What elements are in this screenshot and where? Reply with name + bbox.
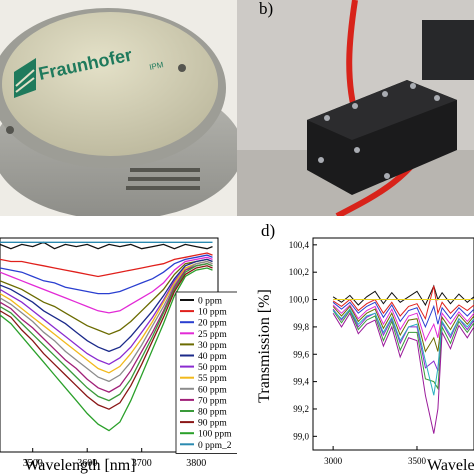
series-line xyxy=(0,263,213,402)
series-line xyxy=(0,260,213,374)
x-axis-label: Wavelength xyxy=(427,457,474,474)
y-tick-label: 100,4 xyxy=(289,240,310,250)
chart-d-svg: d) 100,4 100,2 100,0 99,8 99,6 99,4 99,2 99,0 30… xyxy=(256,221,474,474)
screw-icon xyxy=(6,126,14,134)
legend-entry: 80 ppm xyxy=(198,408,227,418)
block-screws xyxy=(318,83,440,179)
device-photo-drawing: Fraunhofer IPM xyxy=(0,0,237,216)
series-line xyxy=(332,312,474,434)
series-line xyxy=(332,308,474,371)
panel-label-b: b) xyxy=(259,0,273,18)
series-line xyxy=(0,267,213,432)
legend-entry: 10 ppm xyxy=(198,308,227,318)
sensor-block-back xyxy=(422,20,474,80)
panel-label-d: d) xyxy=(261,221,275,240)
y-tick-label: 99,2 xyxy=(293,404,309,414)
chart-spectra-concentration: 3500 3600 3700 3800 0 ppm 10 ppm 20 ppm 25 ppm… xyxy=(0,216,237,474)
x-tick-label: 3600 xyxy=(77,458,97,469)
cell-photo-drawing: b) xyxy=(237,0,474,216)
x-tick-label: 3700 xyxy=(132,458,152,469)
series-line xyxy=(332,301,474,329)
y-tick-label: 99,0 xyxy=(293,431,309,441)
photo-measurement-cell: b) xyxy=(237,0,474,216)
x-tick-label: 3000 xyxy=(324,456,343,466)
series-line xyxy=(332,308,474,396)
x-tick-label: 3800 xyxy=(186,458,206,469)
series-line xyxy=(0,265,213,410)
shell-vent-slots xyxy=(126,168,200,190)
plot-frame xyxy=(312,237,474,451)
series-line xyxy=(332,305,474,353)
y-tick-label: 99,8 xyxy=(293,322,309,332)
legend-entry: 0 ppm xyxy=(198,297,223,307)
series-line xyxy=(0,258,213,353)
series-line xyxy=(0,256,213,314)
legend-entry: 20 ppm xyxy=(198,319,227,329)
y-tick-label: 100,0 xyxy=(289,295,310,305)
x-axis-label: Wavelength [nm] xyxy=(24,457,135,474)
device-lid xyxy=(2,12,218,156)
series-line xyxy=(332,284,474,307)
series-line xyxy=(332,304,474,342)
legend-entry: 50 ppm xyxy=(198,363,227,373)
y-tick-label: 99,6 xyxy=(293,349,309,359)
legend-entry: 60 ppm xyxy=(198,385,227,395)
series-line xyxy=(332,285,474,321)
legend-entry: 90 ppm xyxy=(198,419,227,429)
y-tick-label: 100,2 xyxy=(289,267,309,277)
legend-entry: 55 ppm xyxy=(198,374,227,384)
series-line xyxy=(0,241,213,250)
series-line xyxy=(0,254,213,295)
series-line xyxy=(0,258,213,335)
screw-icon xyxy=(178,64,186,72)
series-line xyxy=(332,309,474,391)
legend-entry: 70 ppm xyxy=(198,396,227,406)
y-tick-label: 99,4 xyxy=(293,377,309,387)
legend-entry: 30 ppm xyxy=(198,341,227,351)
legend-entry: 0 ppm_2 xyxy=(198,441,232,451)
chart-transmission: d) 100,4 100,2 100,0 99,8 99,6 99,4 99,2 99,0 30… xyxy=(237,216,474,474)
legend-entry: 25 ppm xyxy=(198,330,227,340)
series-line xyxy=(0,252,213,278)
logo-subtext: IPM xyxy=(149,60,165,72)
legend-box xyxy=(175,291,237,454)
legend-entry: 100 ppm xyxy=(198,430,232,440)
x-tick-label: 3500 xyxy=(408,456,427,466)
x-tick-label: 3500 xyxy=(23,458,43,469)
y-axis-label: Transmission [%] xyxy=(256,289,273,403)
legend-entry: 40 ppm xyxy=(198,352,227,362)
series-line xyxy=(0,263,213,393)
photo-gas-sensor-device: Fraunhofer IPM xyxy=(0,0,237,216)
